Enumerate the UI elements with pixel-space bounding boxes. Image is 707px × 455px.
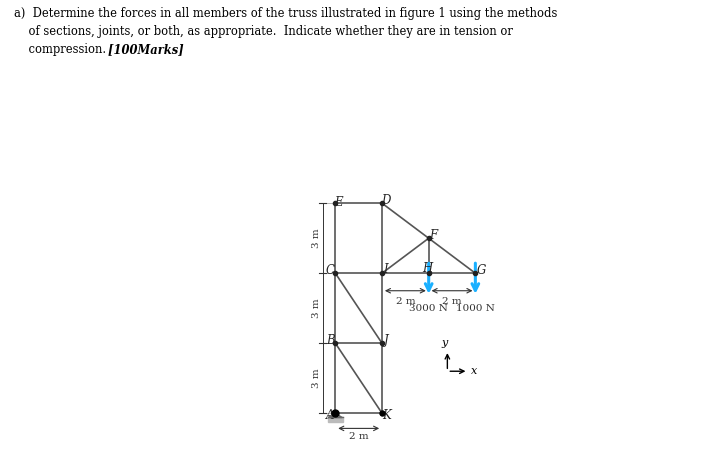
Text: 2 m: 2 m <box>349 432 368 441</box>
Text: C: C <box>326 264 334 278</box>
Text: B: B <box>326 334 334 348</box>
Text: 3 m: 3 m <box>312 369 321 388</box>
Text: I: I <box>383 263 388 276</box>
Text: 3 m: 3 m <box>312 298 321 318</box>
Text: D: D <box>381 194 390 207</box>
Text: 2 m: 2 m <box>442 297 462 306</box>
Text: G: G <box>477 264 486 278</box>
Text: of sections, joints, or both, as appropriate.  Indicate whether they are in tens: of sections, joints, or both, as appropr… <box>14 25 513 38</box>
Text: 2 m: 2 m <box>395 297 415 306</box>
Text: H: H <box>422 262 433 275</box>
Text: compression.: compression. <box>14 43 106 56</box>
Text: E: E <box>334 196 343 208</box>
Text: 3 m: 3 m <box>312 228 321 248</box>
Text: x: x <box>471 366 477 376</box>
Text: 3000 N: 3000 N <box>409 303 448 313</box>
Text: y: y <box>441 338 448 348</box>
Text: J: J <box>385 334 389 348</box>
Text: 1000 N: 1000 N <box>456 303 495 313</box>
Text: a)  Determine the forces in all members of the truss illustrated in figure 1 usi: a) Determine the forces in all members o… <box>14 7 558 20</box>
Text: K: K <box>382 409 391 422</box>
Bar <box>328 417 343 422</box>
Text: F: F <box>429 229 438 243</box>
Text: A: A <box>326 409 334 422</box>
Text: [100Marks]: [100Marks] <box>104 43 184 56</box>
